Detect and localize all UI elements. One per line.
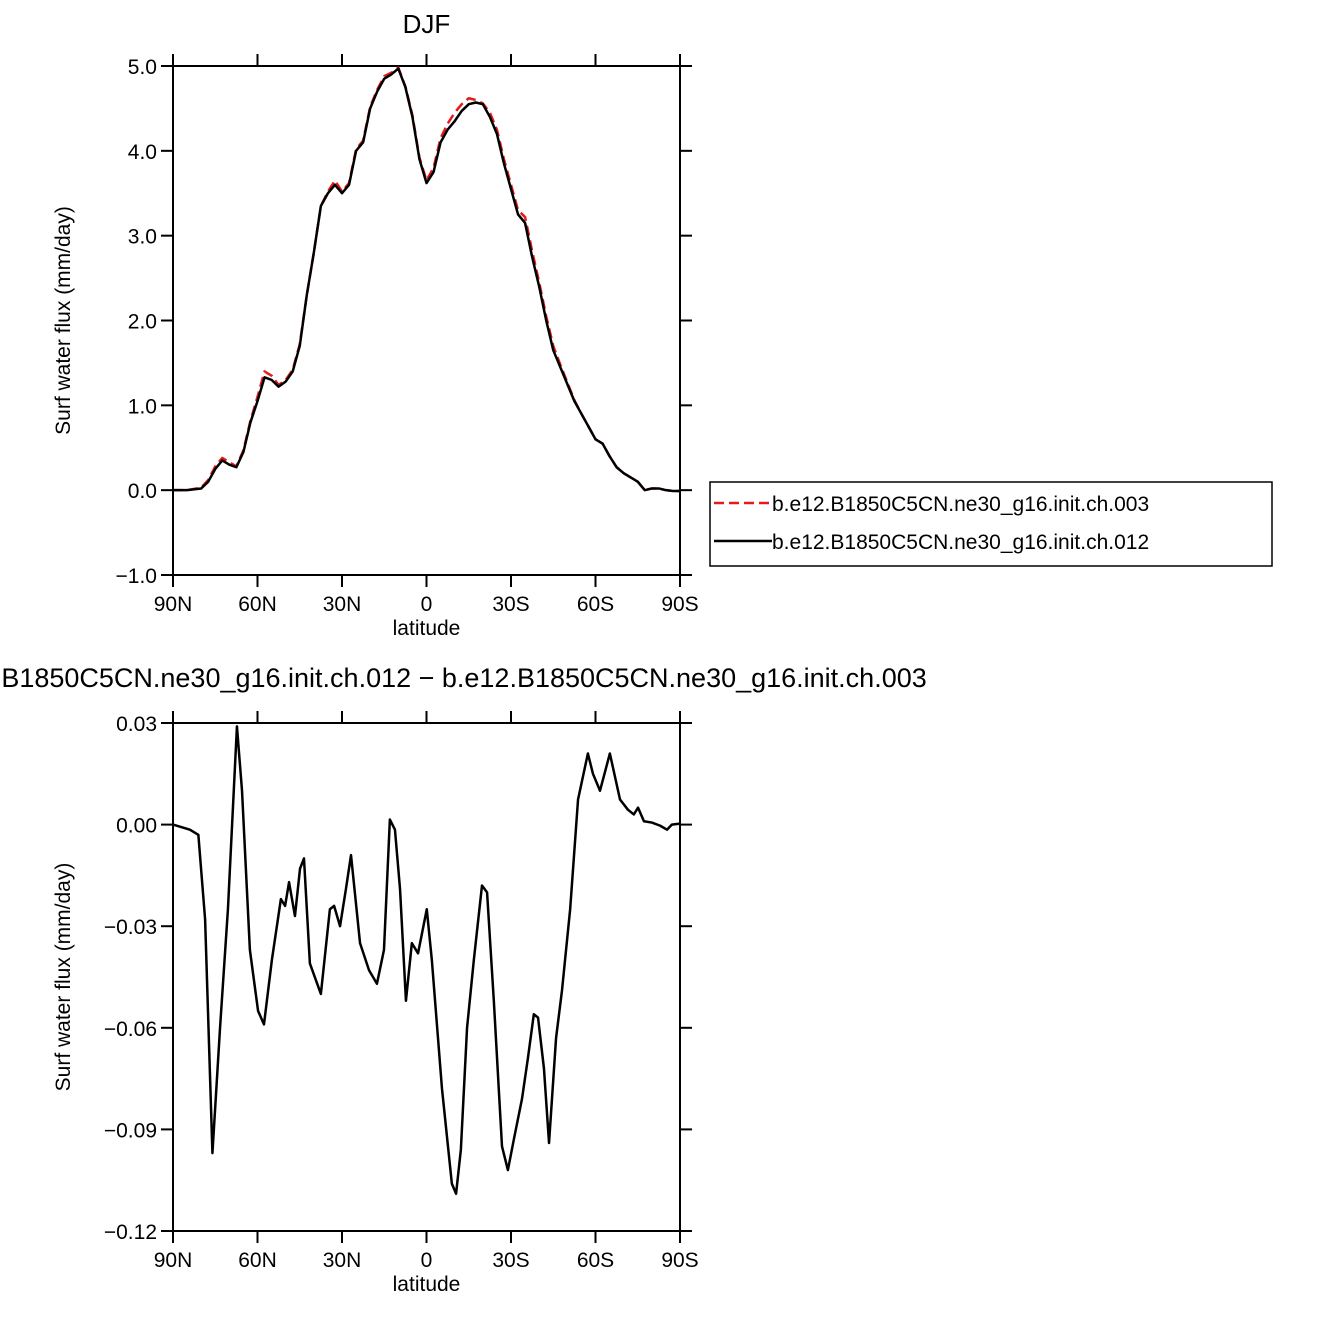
plot-frame — [172, 65, 681, 576]
plot-frame — [172, 722, 681, 1232]
data-line — [172, 725, 681, 1195]
y-tick-label: 0.03 — [116, 713, 157, 736]
x-tick-label: 90N — [154, 1249, 193, 1272]
y-tick-label: 0.00 — [116, 815, 157, 838]
y-tick-label: −0.06 — [104, 1018, 157, 1041]
x-tick-label: 30N — [323, 593, 362, 616]
x-tick-label: 0 — [421, 1249, 433, 1272]
y-tick-label: −0.03 — [104, 916, 157, 939]
x-tick-label: 90N — [154, 593, 193, 616]
y-tick-label: 3.0 — [128, 226, 157, 249]
y-tick-label: 1.0 — [128, 395, 157, 418]
y-axis-label: Surf water flux (mm/day) — [52, 206, 75, 435]
y-tick-label: 5.0 — [128, 56, 157, 79]
y-tick-label: −1.0 — [116, 565, 157, 588]
chart-title: DJF — [403, 9, 451, 39]
y-tick-label: −0.09 — [104, 1119, 157, 1142]
x-tick-label: 90S — [661, 593, 698, 616]
y-tick-label: 4.0 — [128, 141, 157, 164]
legend-label: b.e12.B1850C5CN.ne30_g16.init.ch.012 — [772, 531, 1149, 554]
y-tick-label: 0.0 — [128, 480, 157, 503]
y-tick-label: 2.0 — [128, 311, 157, 334]
y-tick-label: −0.12 — [104, 1221, 157, 1244]
x-axis-label: latitude — [393, 1273, 461, 1296]
chart-title: b.e12.B1850C5CN.ne30_g16.init.ch.012 − b… — [0, 663, 927, 693]
x-tick-label: 30N — [323, 1249, 362, 1272]
x-tick-label: 90S — [661, 1249, 698, 1272]
x-axis-label: latitude — [393, 617, 461, 640]
x-tick-label: 30S — [492, 1249, 529, 1272]
x-tick-label: 60S — [577, 593, 614, 616]
y-axis-label: Surf water flux (mm/day) — [52, 863, 75, 1092]
legend-box — [709, 481, 1273, 567]
x-tick-label: 60N — [238, 1249, 277, 1272]
x-tick-label: 0 — [421, 593, 433, 616]
x-tick-label: 60N — [238, 593, 277, 616]
x-tick-label: 60S — [577, 1249, 614, 1272]
legend-label: b.e12.B1850C5CN.ne30_g16.init.ch.003 — [772, 493, 1149, 516]
data-line — [173, 67, 680, 493]
x-tick-label: 30S — [492, 593, 529, 616]
